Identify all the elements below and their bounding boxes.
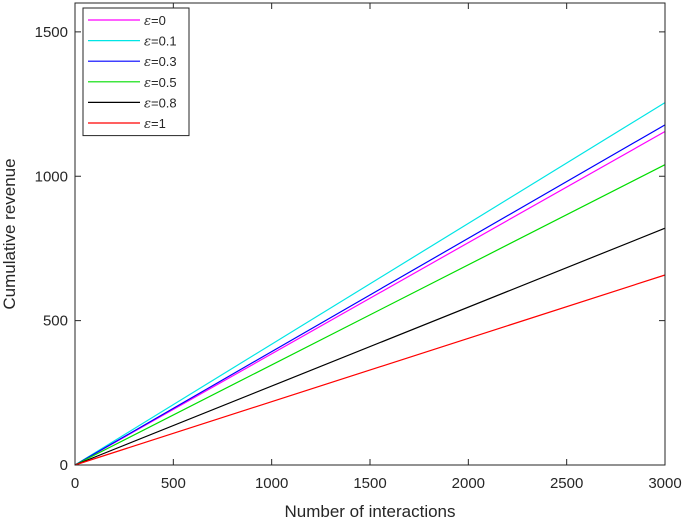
- x-tick-label-0: 0: [71, 475, 79, 492]
- x-tick-label-4: 2000: [452, 475, 485, 492]
- series-line-2: [74, 124, 666, 466]
- legend-epsilon-3: ε: [144, 76, 151, 91]
- series-line-3: [74, 164, 666, 466]
- legend-value-2: =0.3: [151, 54, 177, 69]
- legend-epsilon-0: ε: [144, 14, 151, 29]
- series-layer: [74, 102, 666, 466]
- legend-value-4: =0.8: [151, 95, 177, 110]
- x-axis-label: Number of interactions: [284, 502, 455, 521]
- legend-epsilon-2: ε: [144, 55, 151, 70]
- legend-epsilon-5: ε: [144, 117, 151, 132]
- legend-label-0: ε=0: [144, 13, 166, 29]
- legend-box: [82, 7, 190, 137]
- series-line-5: [74, 274, 666, 466]
- legend-value-5: =1: [151, 116, 166, 131]
- y-tick-label-0: 0: [60, 457, 68, 474]
- legend-epsilon-4: ε: [144, 96, 151, 111]
- series-line-4: [74, 227, 666, 466]
- y-axis-label: Cumulative revenue: [0, 158, 19, 309]
- legend-value-1: =0.1: [151, 34, 177, 49]
- series-line-1: [74, 102, 666, 466]
- x-tick-label-5: 2500: [550, 475, 583, 492]
- legend-epsilon-1: ε: [144, 35, 151, 50]
- legend-label-5: ε=1: [144, 116, 166, 132]
- ticks-layer: 0 500 1000 1500 2000 2500 3000 0 500 1000 1500: [35, 3, 682, 492]
- x-tick-label-6: 3000: [648, 475, 681, 492]
- legend: ε=0ε=0.1ε=0.3ε=0.5ε=0.8ε=1: [82, 7, 190, 137]
- legend-label-2: ε=0.3: [144, 54, 177, 70]
- y-tick-label-3: 1500: [35, 24, 68, 41]
- y-tick-label-2: 1000: [35, 168, 68, 185]
- legend-label-3: ε=0.5: [144, 75, 177, 91]
- legend-value-0: =0: [151, 13, 166, 28]
- x-tick-label-2: 1000: [255, 475, 288, 492]
- legend-label-1: ε=0.1: [144, 34, 177, 50]
- legend-label-4: ε=0.8: [144, 95, 177, 111]
- series-line-0: [74, 130, 666, 466]
- legend-value-3: =0.5: [151, 75, 177, 90]
- x-tick-label-3: 1500: [353, 475, 386, 492]
- y-tick-label-1: 500: [43, 313, 68, 330]
- x-tick-label-1: 500: [161, 475, 186, 492]
